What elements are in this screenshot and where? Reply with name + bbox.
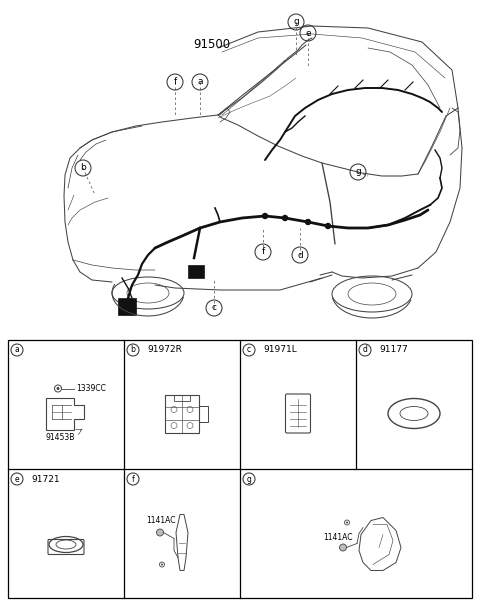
Text: f: f [173,78,177,86]
Circle shape [325,224,331,229]
Text: f: f [132,475,134,484]
Circle shape [305,219,311,224]
Text: c: c [212,303,216,312]
Text: b: b [80,163,86,172]
Text: a: a [14,346,19,355]
Polygon shape [118,298,136,315]
Text: 91971L: 91971L [263,346,297,355]
Circle shape [339,544,347,551]
Text: 1141AC: 1141AC [323,533,352,542]
Circle shape [263,213,267,218]
Text: g: g [293,17,299,27]
Text: d: d [362,346,367,355]
Text: g: g [355,168,361,177]
Polygon shape [188,265,204,278]
Text: 91177: 91177 [379,346,408,355]
Text: 91500: 91500 [193,39,230,51]
Text: d: d [297,250,303,259]
Text: 91453B: 91453B [46,433,75,442]
Text: c: c [247,346,251,355]
Circle shape [283,215,288,221]
Text: g: g [247,475,252,484]
Text: a: a [197,78,203,86]
Text: b: b [131,346,135,355]
Circle shape [156,529,164,536]
Circle shape [346,522,348,523]
Text: 91721: 91721 [31,475,60,484]
Text: f: f [262,247,264,256]
Text: 1339CC: 1339CC [76,384,106,393]
Circle shape [161,563,163,566]
Circle shape [57,387,60,390]
Text: 91972R: 91972R [147,346,182,355]
Text: 1141AC: 1141AC [146,516,176,525]
Text: e: e [15,475,19,484]
Text: e: e [305,28,311,37]
